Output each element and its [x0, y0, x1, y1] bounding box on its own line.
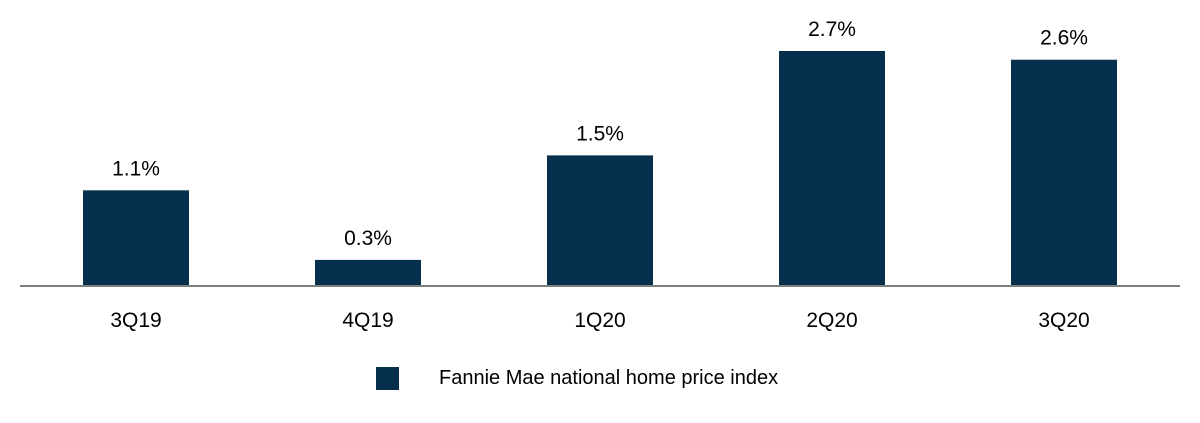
bar-3q20	[1011, 59, 1117, 287]
data-label-2q20: 2.7%	[808, 18, 856, 41]
x-tick-label-2q20: 2Q20	[806, 309, 857, 332]
data-label-3q20: 2.6%	[1040, 27, 1088, 50]
bar-2q20	[779, 51, 885, 286]
labels-layer: 1.1% 0.3% 1.5% 2.7% 2.6%	[112, 18, 1088, 250]
bar-4q19	[315, 259, 421, 286]
x-tick-label-3q19: 3Q19	[110, 309, 161, 332]
data-label-4q19: 0.3%	[344, 227, 392, 250]
data-label-3q19: 1.1%	[112, 157, 160, 180]
bars-layer	[83, 51, 1117, 287]
data-label-1q20: 1.5%	[576, 122, 624, 145]
bar-3q19	[83, 190, 189, 286]
legend: Fannie Mae national home price index	[376, 367, 778, 390]
ticks-layer: 3Q19 4Q19 1Q20 2Q20 3Q20	[110, 309, 1089, 332]
x-tick-label-4q19: 4Q19	[342, 309, 393, 332]
legend-label: Fannie Mae national home price index	[439, 367, 779, 389]
x-tick-label-3q20: 3Q20	[1038, 309, 1089, 332]
legend-swatch	[376, 367, 399, 390]
x-tick-label-1q20: 1Q20	[574, 309, 625, 332]
bar-1q20	[547, 155, 653, 286]
